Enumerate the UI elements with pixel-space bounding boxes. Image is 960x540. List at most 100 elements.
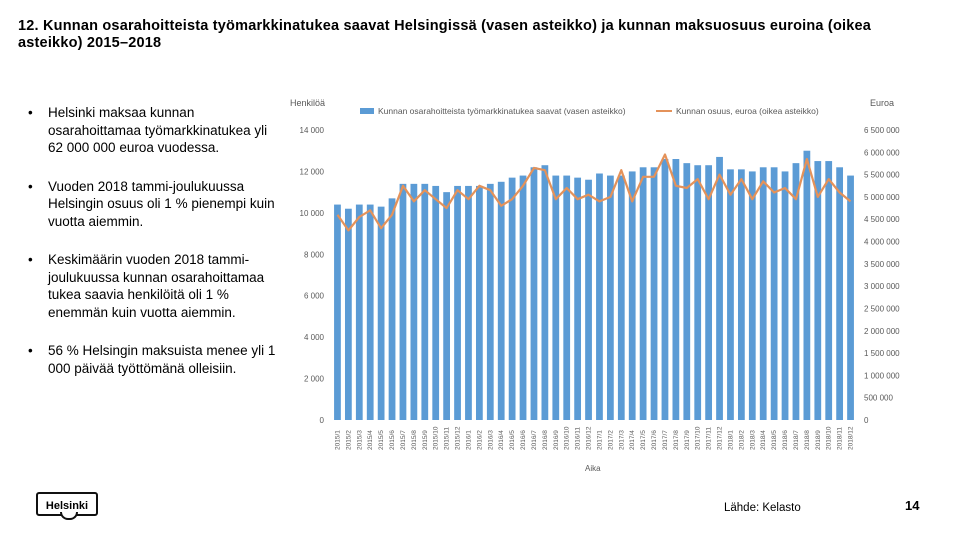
x-tick-label: 2017/7 (662, 430, 669, 450)
bar (377, 206, 385, 420)
x-tick-label: 2015/2 (345, 430, 352, 450)
right-axis-title: Euroa (870, 98, 894, 108)
x-tick-label: 2018/2 (738, 430, 745, 450)
bar (519, 175, 527, 420)
bar (421, 183, 429, 420)
bar (661, 159, 669, 420)
y-tick-label: 10 000 (300, 209, 325, 218)
x-tick-label: 2016/4 (498, 430, 505, 450)
bullet-item: 56 % Helsingin maksuista menee yli 1 000… (28, 342, 278, 377)
bar (847, 175, 854, 420)
x-tick-label: 2017/4 (629, 430, 636, 450)
bar (606, 175, 614, 420)
bar (530, 167, 538, 420)
bullet-list: Helsinki maksaa kunnan osarahoittamaa ty… (28, 104, 278, 398)
y-tick-label: 4 000 (304, 333, 325, 342)
y2-tick-label: 5 500 000 (864, 171, 900, 180)
bar (628, 171, 636, 420)
slide-title: 12. Kunnan osarahoitteista työmarkkinatu… (18, 18, 872, 51)
euro-line (336, 153, 852, 232)
x-tick-label: 2016/9 (553, 430, 560, 450)
chart-legend: Kunnan osarahoitteista työmarkkinatukea … (360, 106, 819, 116)
legend-line-label: Kunnan osuus, euroa (oikea asteikko) (676, 106, 819, 116)
x-tick-label: 2015/9 (422, 430, 429, 450)
bar (683, 163, 691, 420)
y2-tick-label: 1 500 000 (864, 349, 900, 358)
bar (759, 167, 767, 420)
bar (541, 165, 549, 420)
y2-tick-label: 2 000 000 (864, 327, 900, 336)
x-tick-label: 2017/11 (706, 427, 713, 450)
x-tick-label: 2018/1 (727, 430, 734, 450)
x-tick-label: 2015/11 (444, 427, 451, 450)
y2-tick-label: 6 500 000 (864, 126, 900, 135)
bar (465, 185, 472, 420)
bar (737, 169, 745, 420)
source-note: Lähde: Kelasto (724, 502, 801, 514)
x-tick-label: 2016/3 (487, 430, 494, 450)
x-tick-label: 2015/6 (389, 430, 396, 450)
y-tick-label: 2 000 (304, 375, 325, 384)
y2-tick-label: 2 500 000 (864, 304, 900, 313)
x-tick-label: 2015/4 (367, 430, 374, 450)
y2-tick-label: 6 000 000 (864, 148, 900, 157)
bar (705, 165, 713, 420)
y-tick-label: 14 000 (300, 126, 325, 135)
bar (825, 161, 833, 421)
x-tick-label: 2015/12 (455, 426, 462, 450)
y2-tick-label: 1 000 000 (864, 371, 900, 380)
bar (563, 175, 571, 420)
bullet-item: Helsinki maksaa kunnan osarahoittamaa ty… (28, 104, 278, 157)
bar (486, 183, 494, 420)
y2-tick-label: 4 000 000 (864, 238, 900, 247)
x-tick-label: 2015/8 (411, 430, 418, 450)
x-tick-label: 2017/8 (673, 430, 680, 450)
combo-chart: Henkilöä Euroa Kunnan osarahoitteista ty… (290, 98, 900, 473)
x-tick-label: 2017/3 (618, 430, 625, 450)
bar (497, 181, 505, 420)
x-tick-label: 2016/12 (586, 426, 593, 450)
x-axis-ticks: 2015/1 2015/2 2015/3 2015/4 2015/5 2015/6 2015… (334, 426, 854, 450)
bar (334, 204, 341, 420)
bar-series (334, 150, 854, 421)
bullet-item: Vuoden 2018 tammi-joulukuussa Helsingin … (28, 178, 278, 231)
x-tick-label: 2018/12 (848, 426, 855, 450)
bar (781, 171, 789, 420)
x-tick-label: 2018/4 (760, 430, 767, 450)
y-tick-label: 0 (320, 416, 325, 425)
x-tick-label: 2015/1 (334, 430, 341, 450)
bar (716, 156, 723, 420)
x-tick-label: 2018/8 (804, 430, 811, 450)
bar (344, 208, 352, 420)
left-axis-title: Henkilöä (290, 98, 325, 108)
x-tick-label: 2017/1 (596, 430, 603, 450)
bar (552, 175, 560, 420)
bar (443, 192, 451, 420)
line-series (336, 153, 852, 232)
x-tick-label: 2017/9 (684, 430, 691, 450)
y2-tick-label: 3 000 000 (864, 282, 900, 291)
x-tick-label: 2017/12 (717, 426, 724, 450)
bar (585, 179, 592, 420)
bar (388, 198, 396, 420)
x-axis-title: Aika (585, 464, 601, 473)
bar (792, 163, 800, 420)
x-tick-label: 2018/10 (826, 426, 833, 450)
page-number: 14 (905, 498, 920, 513)
x-tick-label: 2017/10 (695, 426, 702, 450)
x-tick-label: 2016/5 (509, 430, 516, 450)
x-tick-label: 2017/2 (607, 430, 614, 450)
bar (399, 183, 407, 420)
bar (836, 167, 844, 420)
x-tick-label: 2017/5 (640, 430, 647, 450)
x-tick-label: 2016/8 (542, 430, 549, 450)
y2-tick-label: 0 (864, 416, 869, 425)
bar (803, 150, 811, 420)
y2-tick-label: 500 000 (864, 394, 893, 403)
bar (650, 167, 658, 420)
x-tick-label: 2016/2 (476, 430, 483, 450)
bar (617, 175, 625, 420)
x-tick-label: 2015/10 (433, 426, 440, 450)
bar (410, 183, 418, 420)
bar (432, 185, 440, 420)
